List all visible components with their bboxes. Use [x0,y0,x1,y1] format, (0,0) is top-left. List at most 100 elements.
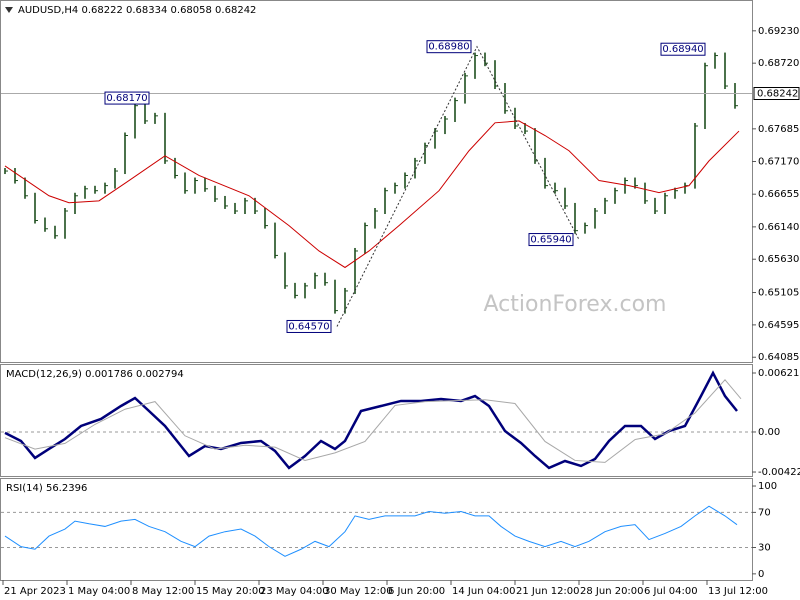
x-tick-label: 1 May 04:00 [68,586,130,597]
pivot-label: 0.68170 [106,93,147,104]
price-bar [584,222,586,234]
price-bar [444,116,446,135]
price-panel [0,0,753,363]
price-bar [464,72,466,104]
pivot-box [286,319,332,333]
price-bar [244,197,246,215]
x-tick-label: 21 Apr 2023 [4,586,66,597]
price-bar [304,282,306,299]
price-bar [274,222,276,259]
price-bar [674,187,676,199]
price-bar [294,282,296,299]
price-bar [364,222,366,254]
line [4,370,738,470]
price-bar [694,122,696,189]
line [4,379,742,463]
y-tick-label: 0.006217 [758,368,800,379]
price-bar [74,192,76,215]
y-tick-label: 0.67170 [758,157,799,168]
line [4,120,740,269]
price-bar [324,272,326,286]
y-tick-label: 0.65105 [758,288,799,299]
pivot-label: 0.68940 [662,44,703,55]
price-bar [114,168,116,189]
price-bar [144,102,146,124]
price-bar [184,172,186,194]
price-bar [334,279,336,314]
price-bar [164,112,166,164]
y-tick-label: 0.69230 [758,26,799,37]
price-bar [404,172,406,189]
price-bar [614,187,616,204]
price-bar [14,168,16,184]
price-bar [264,208,266,229]
last-price-box [753,87,800,101]
price-bar [574,202,576,234]
price-bar [44,217,46,232]
price-bar [424,142,426,164]
pivot-label: 0.64570 [288,321,329,332]
price-bar [704,62,706,129]
price-bar [204,177,206,192]
price-bar [544,157,546,189]
x-tick-label: 14 Jun 04:00 [452,586,516,597]
price-bar [234,202,236,215]
y-tick-label: 0.64085 [758,352,799,363]
price-bar [514,107,516,129]
panel-title: AUDUSD,H4 0.68222 0.68334 0.68058 0.6824… [18,5,256,16]
price-bar [104,182,106,194]
price-bar [54,225,56,239]
price-bar [484,52,486,67]
x-tick-label: 30 May 12:00 [324,586,393,597]
price-bar [64,208,66,239]
y-tick-label: 30 [758,543,771,554]
price-bar [284,252,286,289]
y-tick-label: 0.68720 [758,58,799,69]
price-bar [604,197,606,215]
x-tick-label: 8 May 12:00 [132,586,194,597]
pivot-label: 0.68980 [428,42,469,53]
price-bar [534,128,536,164]
price-bar [494,60,496,90]
x-tick-label: 28 Jun 20:00 [580,586,644,597]
x-tick-label: 6 Jun 20:00 [388,586,445,597]
pivot-box [426,40,472,54]
x-tick-label: 23 May 04:00 [260,586,329,597]
macd-panel [0,364,753,477]
price-bar [684,182,686,194]
price-bar [724,52,726,90]
y-tick-label: 70 [758,507,771,518]
price-bar [34,192,36,224]
symbol-icon [5,7,13,13]
price-bar [154,112,156,124]
y-tick-label: 0.66140 [758,222,799,233]
price-bar [714,52,716,69]
price-bar [504,83,506,114]
price-bar [524,122,526,135]
x-tick-label: 6 Jul 04:00 [644,586,698,597]
y-tick-label: 0.64595 [758,320,799,331]
price-bar [124,132,126,175]
price-bar [414,157,416,179]
y-tick-label: 0.00 [758,427,780,438]
price-bar [554,182,556,194]
price-bar [94,185,96,194]
price-bar [394,182,396,194]
price-bar [654,197,656,215]
last-price-label: 0.68242 [757,89,798,100]
pivot-box [660,42,706,56]
price-bar [354,247,356,294]
y-tick-label: 0 [758,569,764,580]
price-bar [454,97,456,123]
y-tick-label: 0.67685 [758,124,799,135]
price-bar [644,182,646,204]
price-bar [344,287,346,314]
panel-title: MACD(12,26,9) 0.001786 0.002794 [6,369,184,380]
price-bar [254,197,256,215]
y-tick-label: 100 [758,481,777,492]
zigzag [336,45,580,327]
price-bar [434,128,436,149]
price-bar [314,272,316,289]
x-tick-label: 13 Jul 12:00 [708,586,768,597]
